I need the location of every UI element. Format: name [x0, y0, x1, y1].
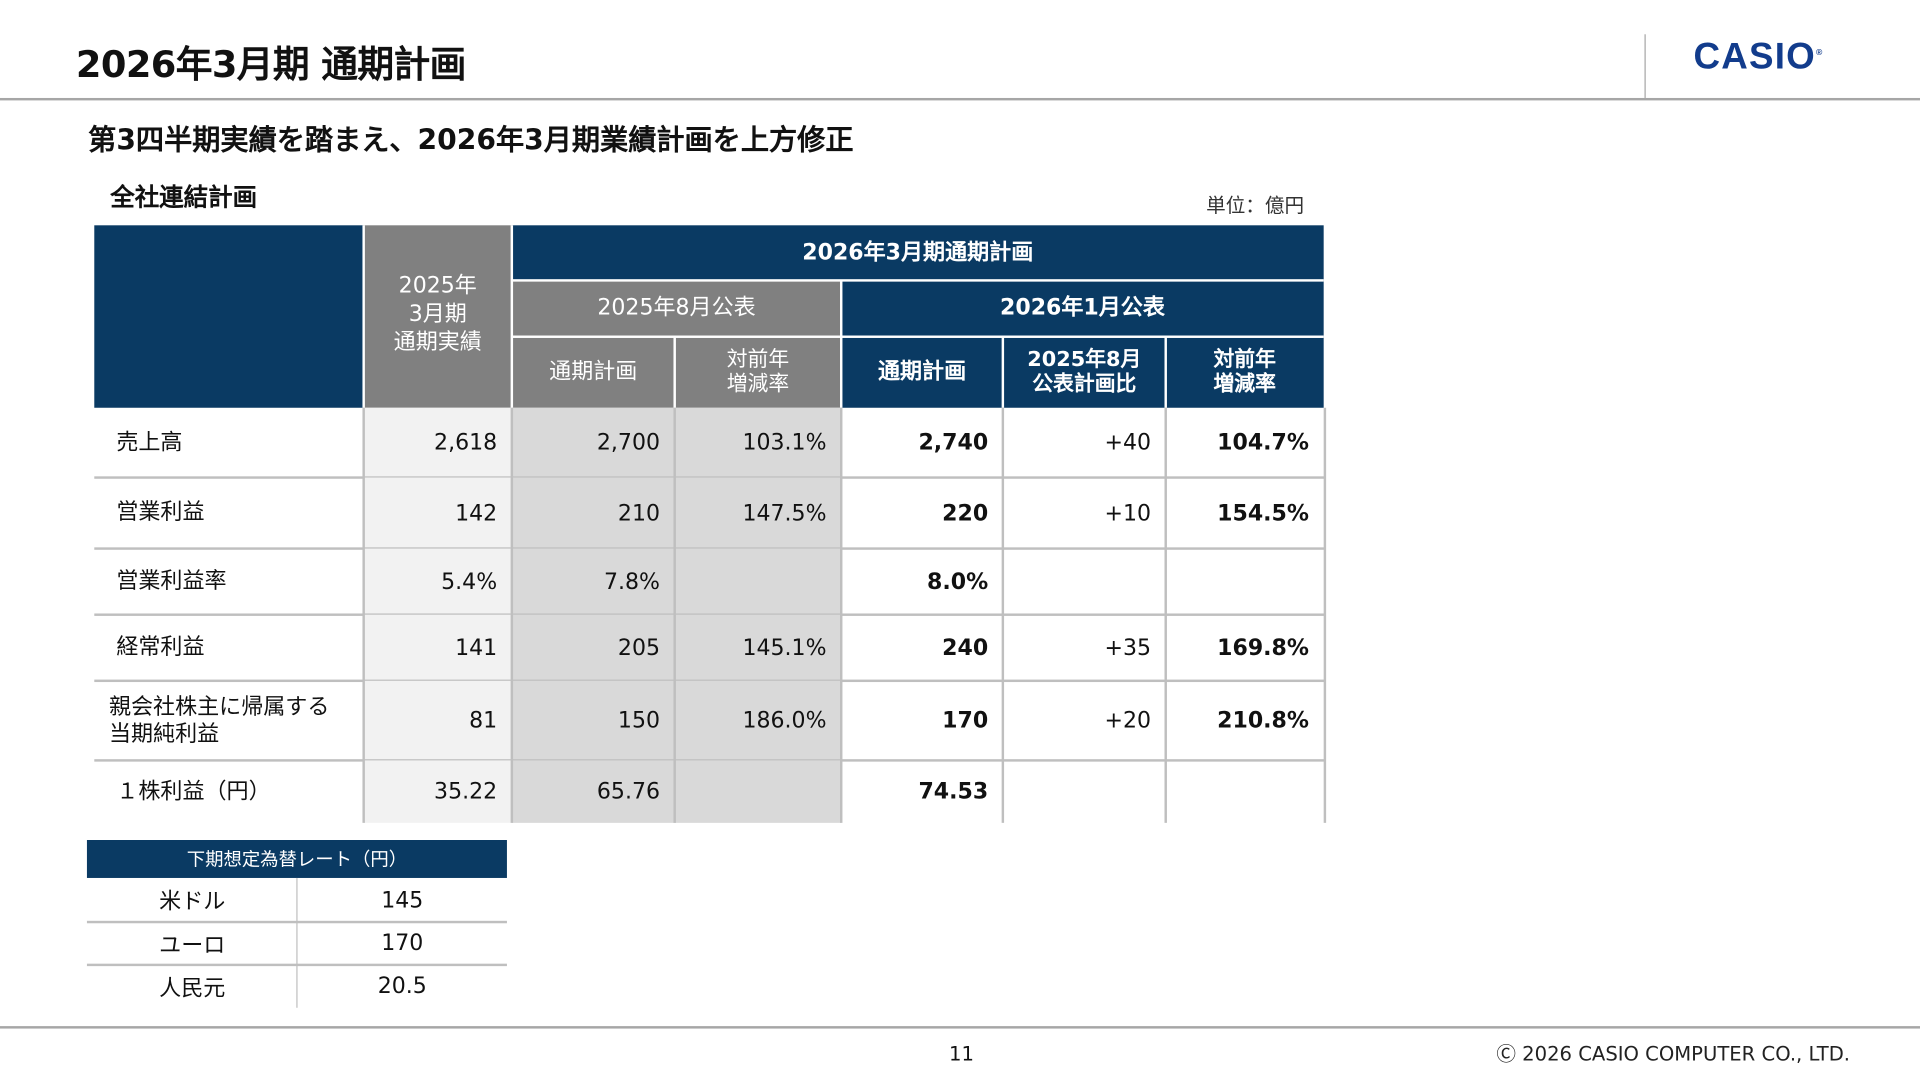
cell-vs-aug: +20	[1104, 707, 1152, 734]
column-divider	[510, 407, 514, 823]
header-prev-actual: 2025年 3月期 通期実績	[363, 225, 512, 408]
cell-aug-plan: 7.8%	[511, 548, 675, 615]
cell-aug-yoy: 103.1%	[674, 407, 842, 478]
header-group: 2026年3月期通期計画	[511, 225, 1324, 281]
column-divider	[362, 407, 365, 823]
cell-jan-yoy: 154.5%	[1217, 500, 1309, 526]
header-divider	[1644, 34, 1646, 98]
cell-aug-plan: 210	[511, 477, 675, 549]
cell-prev: 5.4%	[363, 548, 512, 615]
cell-jan-plan: 74.53	[918, 778, 989, 805]
cell-label: 営業利益率	[116, 568, 227, 595]
copyright: Ⓒ 2026 CASIO COMPUTER CO., LTD.	[1496, 1042, 1851, 1066]
fx-currency: ユーロ	[159, 932, 226, 959]
unit-label: 単位：億円	[1206, 193, 1305, 217]
cell-label: １株利益（円）	[116, 778, 271, 805]
header-jan-vs-aug: 2025年8月 公表計画比	[1002, 336, 1166, 408]
header-jan-plan: 通期計画	[841, 336, 1003, 408]
header-aug: 2025年8月公表	[511, 280, 842, 337]
cell-jan-plan: 8.0%	[927, 568, 989, 595]
column-divider	[840, 407, 843, 823]
cell-aug-plan: 65.76	[511, 760, 675, 823]
cell-aug-yoy	[674, 548, 842, 615]
footer-rule	[0, 1026, 1920, 1029]
header-aug-yoy: 対前年 増減率	[674, 336, 842, 408]
column-divider	[1323, 407, 1327, 823]
cell-vs-aug: +40	[1104, 429, 1152, 456]
header-aug-plan: 通期計画	[511, 336, 675, 408]
cell-label: 経常利益	[116, 634, 205, 661]
header-blank	[94, 225, 364, 408]
fx-currency: 米ドル	[159, 888, 226, 915]
cell-prev: 142	[363, 477, 512, 549]
header-jan: 2026年1月公表	[841, 280, 1324, 337]
cell-jan-plan: 240	[942, 634, 989, 661]
page-number: 11	[948, 1042, 974, 1066]
cell-prev: 2,618	[363, 407, 512, 478]
fx-currency: 人民元	[159, 975, 226, 1002]
cell-prev: 141	[363, 614, 512, 681]
cell-aug-plan: 2,700	[511, 407, 675, 478]
cell-aug-yoy: 186.0%	[674, 680, 842, 761]
header-jan-yoy: 対前年 増減率	[1165, 336, 1324, 408]
column-divider	[1164, 407, 1167, 823]
fx-rate: 145	[381, 887, 424, 913]
section-title: 全社連結計画	[110, 182, 258, 212]
cell-label: 売上高	[116, 429, 183, 456]
cell-aug-plan: 150	[511, 680, 675, 761]
cell-prev: 35.22	[363, 760, 512, 823]
cell-aug-plan: 205	[511, 614, 675, 681]
fx-rate: 20.5	[377, 973, 427, 1000]
cell-vs-aug: +10	[1104, 500, 1152, 526]
cell-jan-plan: 170	[942, 707, 989, 734]
fx-rate: 170	[381, 930, 424, 957]
cell-aug-yoy	[674, 760, 842, 823]
casio-logo: CASIO®	[1693, 36, 1824, 78]
cell-jan-yoy: 169.8%	[1217, 634, 1309, 661]
cell-vs-aug	[1003, 549, 1166, 615]
header-rule	[0, 97, 1920, 101]
cell-aug-yoy: 145.1%	[674, 614, 842, 681]
cell-jan-yoy: 104.7%	[1217, 429, 1309, 456]
cell-jan-plan: 2,740	[918, 429, 989, 456]
cell-jan-yoy: 210.8%	[1217, 707, 1309, 734]
column-divider	[1001, 407, 1005, 823]
cell-vs-aug: +35	[1104, 634, 1152, 661]
cell-prev: 81	[363, 680, 512, 761]
logo-text: CASIO	[1693, 36, 1816, 78]
cell-jan-plan: 220	[942, 500, 989, 526]
column-divider	[673, 407, 676, 823]
cell-label: 親会社株主に帰属する 当期純利益	[108, 694, 330, 747]
cell-label: 営業利益	[116, 499, 205, 526]
fx-column-divider	[296, 877, 298, 1008]
cell-jan-yoy	[1166, 760, 1324, 822]
headline: 第3四半期実績を踏まえ、2026年3月期業績計画を上方修正	[88, 124, 854, 157]
page-title: 2026年3月期 通期計画	[75, 44, 466, 87]
cell-vs-aug	[1003, 760, 1166, 822]
cell-aug-yoy: 147.5%	[674, 477, 842, 549]
cell-jan-yoy	[1166, 549, 1324, 615]
fx-title: 下期想定為替レート（円）	[86, 840, 507, 878]
